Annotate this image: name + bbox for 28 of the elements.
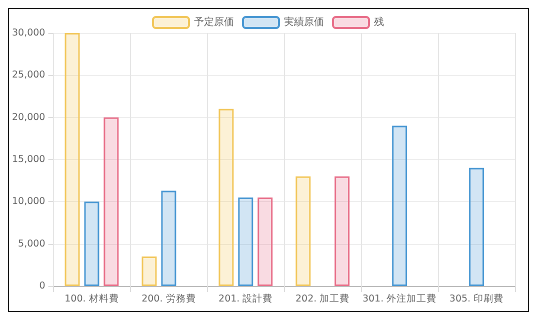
x-tick-label: 305. 印刷費 [449,292,504,304]
bar [334,176,350,286]
bar [258,197,273,286]
y-tick-label: 10,000 [12,196,46,208]
bar [238,197,254,286]
bar [392,126,408,286]
bar [64,33,80,286]
x-tick-label: 100. 材料費 [64,292,119,304]
bar [469,168,484,286]
y-tick-label: 25,000 [12,70,46,81]
bar [296,176,311,286]
bar [84,202,100,286]
bar [142,256,157,286]
y-tick-label: 5,000 [18,238,46,250]
bar [104,117,119,286]
x-tick-label: 202. 加工費 [296,292,350,304]
y-tick-label: 0 [39,280,46,292]
bar [218,108,234,286]
x-tick-label: 201. 設計費 [218,292,273,304]
bar [161,190,176,286]
legend-label: 実績原価 [284,16,324,28]
y-tick-label: 15,000 [12,154,46,165]
y-tick-label: 30,000 [12,28,46,38]
x-tick-label: 301. 外注加工費 [362,292,437,304]
legend-label: 残 [374,16,384,28]
x-tick-label: 200. 労務費 [142,292,196,304]
legend-label: 予定原価 [194,16,234,28]
y-tick-label: 20,000 [12,112,46,123]
